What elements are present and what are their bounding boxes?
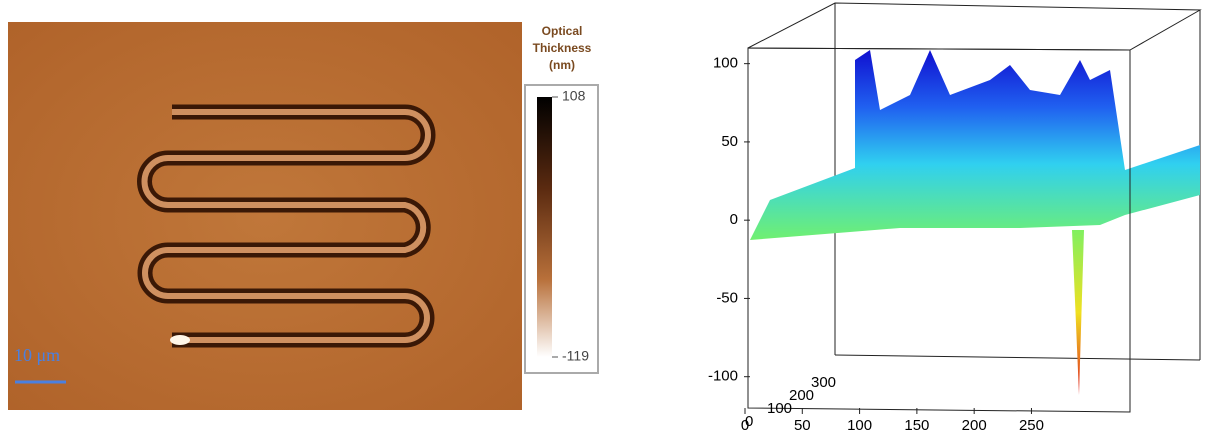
microscope-image: 10 μm [8, 22, 599, 410]
serpentine-inner [141, 109, 431, 343]
colorbar-frame [524, 84, 599, 374]
box-edge [747, 2, 1202, 51]
colorbar-title: Optical [542, 24, 583, 38]
image-background [8, 22, 522, 410]
box-edge [747, 47, 1131, 413]
scale-bar-label: 10 μm [14, 345, 60, 365]
surface [750, 50, 1200, 240]
colorbar-tick-label: -119 [562, 348, 589, 364]
colorbar-tick-label: 108 [562, 88, 586, 104]
colorbar-title: Thickness [533, 41, 592, 55]
x-tick-label: 250 [1019, 417, 1044, 434]
x-tick-label: 200 [962, 417, 987, 434]
y-tick-label: 300 [811, 374, 836, 391]
surface-spike [1072, 230, 1084, 395]
x-tick-label: 50 [794, 417, 811, 434]
x-tick-label: 0 [741, 417, 749, 434]
z-tick-label: 0 [730, 211, 738, 228]
y-tick-label: 0 [745, 413, 753, 430]
x-tick-label: 100 [847, 417, 872, 434]
z-tick-label: -50 [716, 289, 738, 306]
box-edge [834, 354, 1201, 361]
bright-end [170, 335, 190, 345]
surface-plot [747, 2, 1202, 413]
z-tick-label: -100 [708, 368, 738, 385]
x-tick-label: 150 [904, 417, 929, 434]
colorbar [537, 97, 552, 357]
colorbar-title: (nm) [549, 58, 575, 72]
z-tick-label: 100 [713, 55, 738, 72]
z-tick-label: 50 [721, 133, 738, 150]
y-tick-label: 200 [789, 387, 814, 404]
y-tick-label: 100 [767, 400, 792, 417]
